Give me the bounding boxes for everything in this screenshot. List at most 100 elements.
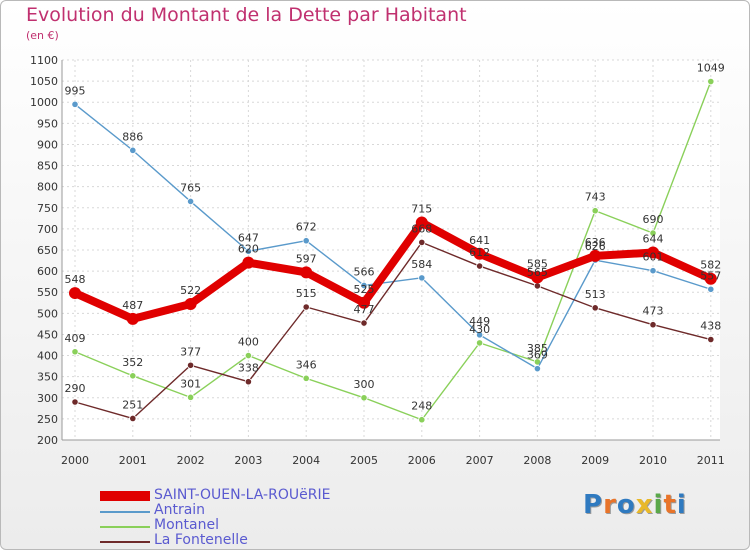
data-label: 601 <box>643 251 664 264</box>
y-tick-label: 650 <box>37 244 58 257</box>
data-point <box>187 393 195 401</box>
legend-label: SAINT-OUEN-LA-ROUëRIE <box>154 487 331 503</box>
y-tick-label: 300 <box>37 392 58 405</box>
series-line-2 <box>74 80 712 421</box>
data-label: 612 <box>469 246 490 259</box>
data-point <box>533 365 542 373</box>
data-point <box>707 335 715 344</box>
data-label: 597 <box>296 252 317 265</box>
data-label: 513 <box>585 288 606 301</box>
data-label: 548 <box>65 273 86 286</box>
data-label: 430 <box>469 323 490 336</box>
data-point <box>649 229 657 237</box>
data-label: 565 <box>527 266 548 279</box>
data-label: 641 <box>469 234 490 247</box>
data-label: 1049 <box>697 62 725 75</box>
data-label: 557 <box>700 269 721 282</box>
chart-unit-label: (en €) <box>26 29 59 42</box>
data-point <box>129 372 137 380</box>
data-label: 620 <box>238 243 259 256</box>
data-point <box>704 272 717 285</box>
y-tick-label: 1050 <box>30 75 58 88</box>
data-label: 251 <box>122 398 143 411</box>
data-point <box>475 331 484 339</box>
legend-swatch <box>100 541 150 543</box>
data-point <box>71 100 79 108</box>
data-point <box>415 216 428 229</box>
data-label: 886 <box>122 130 143 143</box>
y-tick-label: 900 <box>37 138 58 151</box>
data-point <box>418 274 426 282</box>
y-tick-label: 950 <box>37 117 58 130</box>
data-label: 636 <box>585 236 606 249</box>
x-tick-label: 2011 <box>697 454 725 467</box>
data-label: 672 <box>296 221 317 234</box>
data-point <box>360 281 368 290</box>
legend-swatch <box>100 526 150 528</box>
data-point <box>242 256 255 269</box>
x-tick-label: 2006 <box>408 454 436 467</box>
data-label: 290 <box>65 382 86 395</box>
data-label: 644 <box>643 233 664 246</box>
x-tick-label: 2001 <box>119 454 147 467</box>
data-point <box>358 296 370 309</box>
data-point <box>591 304 599 312</box>
y-tick-label: 700 <box>37 223 58 236</box>
x-tick-label: 2004 <box>292 454 320 467</box>
data-label: 487 <box>122 299 143 312</box>
data-label: 346 <box>296 358 317 371</box>
series-line-3 <box>74 241 712 420</box>
data-point <box>418 416 426 424</box>
y-tick-label: 250 <box>37 413 58 426</box>
y-tick-label: 200 <box>37 434 58 447</box>
data-label: 584 <box>411 258 432 271</box>
data-point <box>589 249 602 262</box>
plot-area <box>62 60 720 440</box>
data-point <box>300 266 313 279</box>
data-point <box>475 339 484 347</box>
legend-swatch <box>100 491 150 501</box>
data-label: 743 <box>585 191 606 204</box>
series-line-0 <box>71 218 715 323</box>
data-label: 338 <box>238 362 259 375</box>
y-tick-label: 550 <box>37 286 58 299</box>
x-tick-label: 2009 <box>581 454 609 467</box>
data-point <box>69 287 81 300</box>
data-label: 995 <box>65 84 86 97</box>
data-point <box>533 282 542 290</box>
data-point <box>302 237 310 245</box>
data-point <box>473 247 486 260</box>
data-label: 409 <box>65 332 86 345</box>
legend-swatch <box>100 511 150 513</box>
data-label: 377 <box>180 345 201 358</box>
y-tick-label: 400 <box>37 350 58 363</box>
data-point <box>531 271 544 284</box>
data-label: 626 <box>585 240 606 253</box>
data-label: 566 <box>354 265 375 278</box>
y-tick-label: 600 <box>37 265 58 278</box>
data-point <box>647 246 659 259</box>
data-point <box>302 303 310 311</box>
data-point <box>71 348 79 356</box>
y-tick-label: 750 <box>37 202 58 215</box>
data-label: 300 <box>354 378 375 391</box>
data-point <box>184 298 197 311</box>
legend-label: Antrain <box>154 502 206 518</box>
data-point <box>129 414 137 423</box>
data-point <box>475 262 484 270</box>
data-label: 647 <box>238 231 259 244</box>
y-tick-label: 350 <box>37 371 58 384</box>
data-point <box>129 146 137 154</box>
y-tick-label: 1000 <box>30 96 58 109</box>
data-label: 525 <box>354 283 375 296</box>
data-label: 369 <box>527 349 548 362</box>
x-tick-label: 2005 <box>350 454 378 467</box>
data-point <box>360 319 368 327</box>
data-point <box>302 374 310 382</box>
data-label: 449 <box>469 315 490 328</box>
data-label: 715 <box>411 203 432 216</box>
data-label: 585 <box>527 257 548 270</box>
data-point <box>591 207 599 215</box>
data-label: 301 <box>180 377 201 390</box>
data-point <box>71 398 79 406</box>
